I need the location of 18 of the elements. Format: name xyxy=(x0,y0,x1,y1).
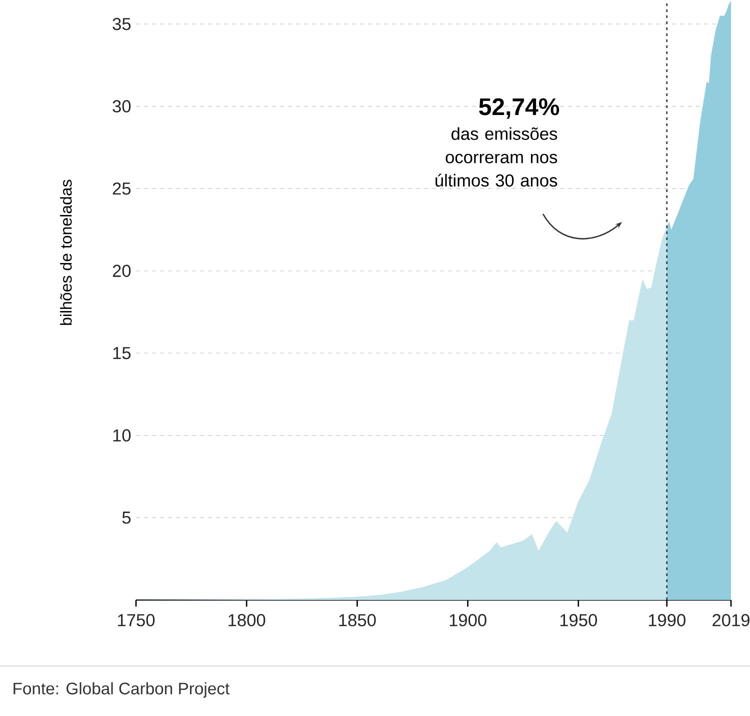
y-tick-label: 5 xyxy=(122,512,131,524)
annotation: 52,74% xyxy=(479,98,560,119)
x-tick-label: 1850 xyxy=(339,614,376,626)
y-axis-title: bilhões de toneladas xyxy=(60,180,72,325)
y-tick-label: 10 xyxy=(113,429,131,442)
y-tick-label: 30 xyxy=(112,100,131,112)
x-tick-label: 2019 xyxy=(712,614,750,626)
annotation: das emissões ocorreram nos últimos 30 anos xyxy=(436,127,558,187)
y-tick-label: 20 xyxy=(112,264,131,277)
x-tick-label: 1990 xyxy=(648,614,686,626)
x-tick-label: 1750 xyxy=(118,614,155,626)
y-tick-label: 15 xyxy=(113,347,131,360)
source-note: Fonte: Global Carbon Project xyxy=(14,682,230,698)
x-tick-label: 1800 xyxy=(228,614,266,626)
y-tick-label: 35 xyxy=(112,18,131,30)
x-tick-label: 1900 xyxy=(450,614,486,626)
y-tick-label: 25 xyxy=(112,182,131,195)
x-tick-label: 1950 xyxy=(560,614,597,626)
